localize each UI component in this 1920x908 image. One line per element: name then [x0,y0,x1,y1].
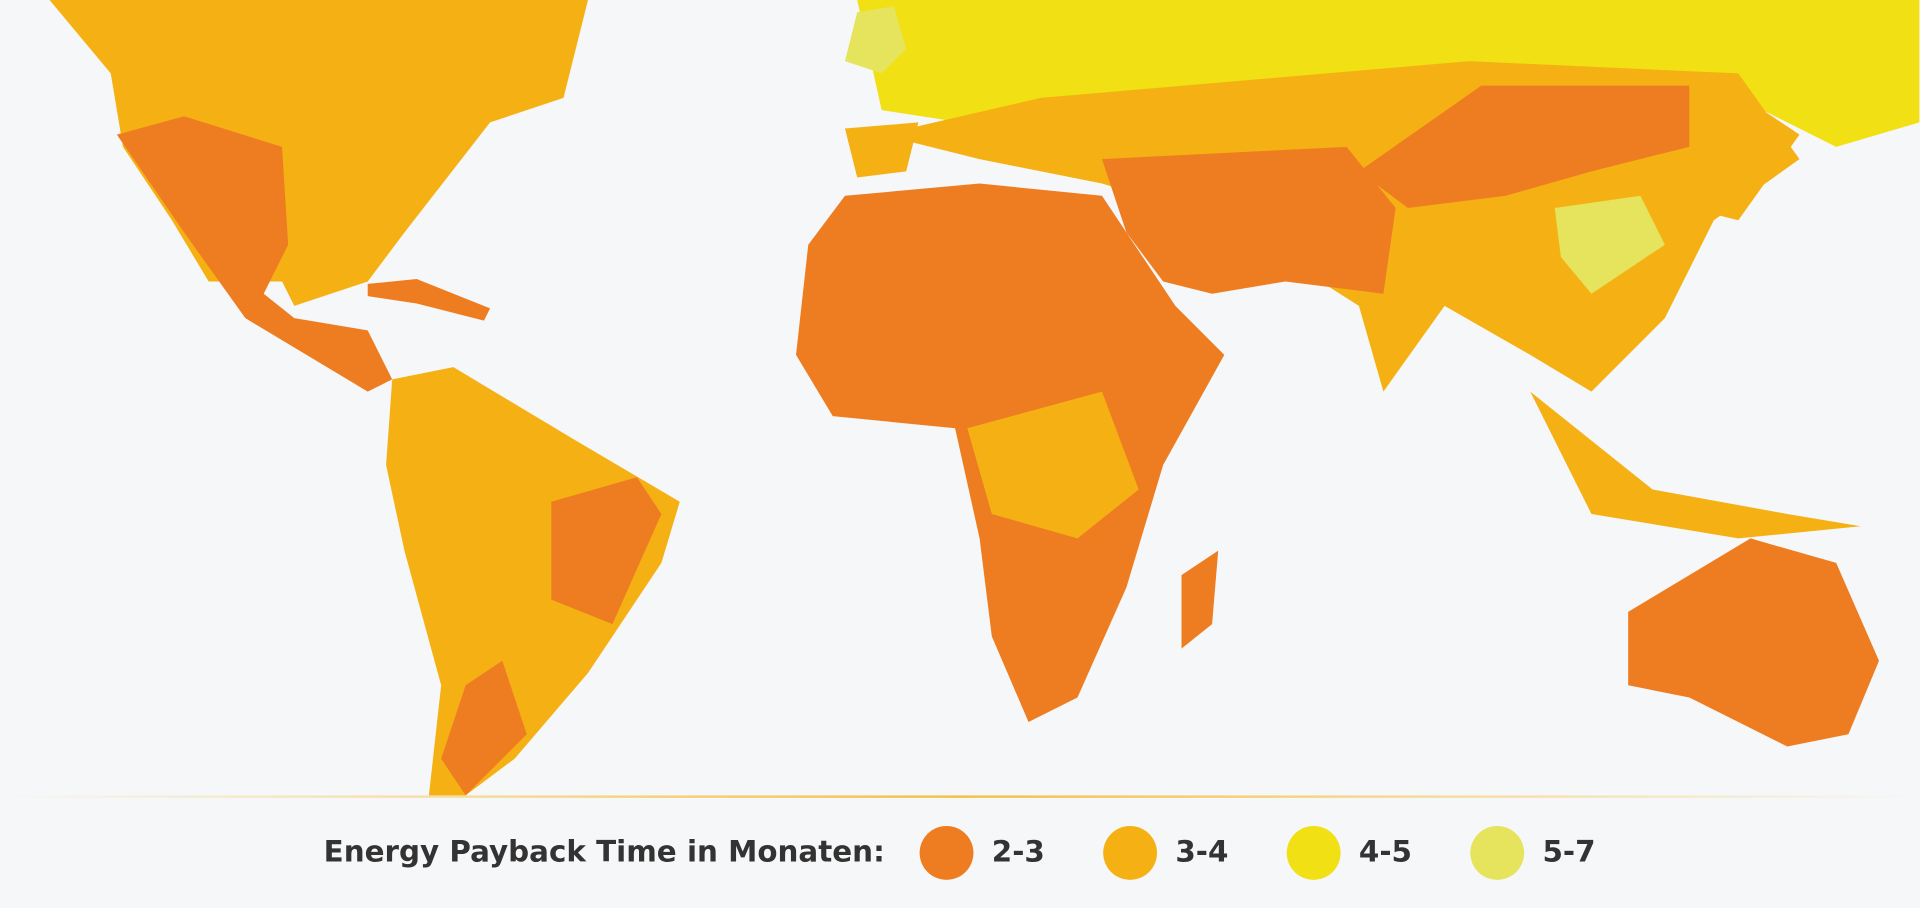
caribbean [367,279,491,321]
world-map [49,0,1920,796]
north-america-south [116,116,393,392]
legend-label: 3-4 [1175,834,1228,868]
legend-swatch [919,826,974,880]
central-africa [967,391,1139,539]
australia [1628,538,1880,747]
british-isles [844,6,907,74]
middle-east [1101,146,1396,294]
china-south [1554,195,1665,294]
legend-swatch [1103,826,1158,880]
legend-swatch [1286,826,1341,880]
legend-title: Energy Payback Time in Monaten: [324,834,885,868]
central-asia [1358,85,1690,209]
brazil-highlands [551,477,662,625]
argentina [441,660,527,796]
legend-label: 5-7 [1542,834,1595,868]
japan [1713,110,1800,221]
legend-swatch [1470,826,1525,880]
legend-label: 2-3 [992,834,1045,868]
south-america [386,367,680,796]
madagascar [1181,550,1219,649]
divider [0,795,1920,798]
legend-label: 4-5 [1359,834,1412,868]
southeast-asia [1530,391,1861,539]
iberia [844,122,919,178]
